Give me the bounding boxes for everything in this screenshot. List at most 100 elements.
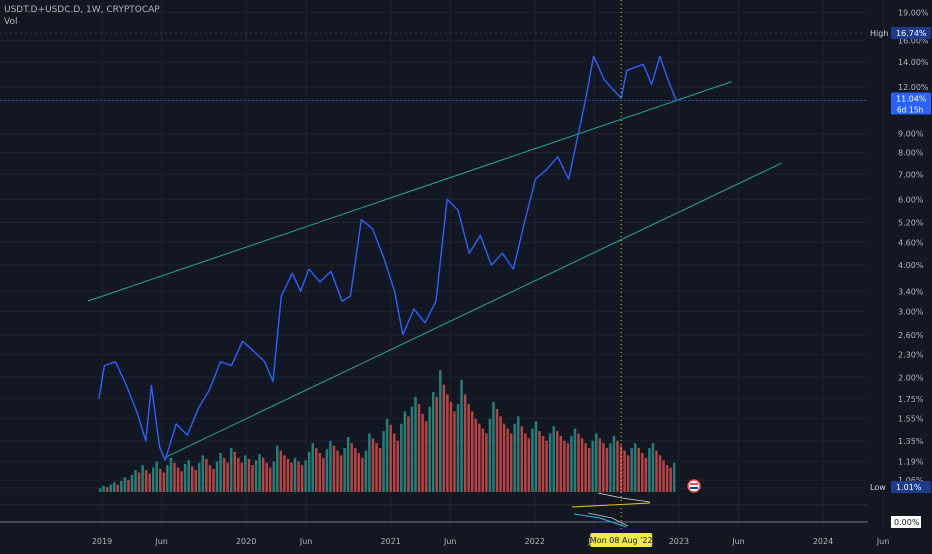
volume-bar — [265, 462, 268, 492]
x-tick-label: 2019 — [92, 537, 112, 546]
volume-bar — [396, 440, 400, 492]
us-flag-icon — [687, 479, 701, 493]
volume-bar — [591, 440, 594, 492]
volume-bar — [222, 457, 226, 492]
volume-bar — [254, 460, 258, 492]
volume-bar — [609, 443, 612, 492]
volume-bar — [414, 396, 417, 492]
x-tick-label: Jun — [154, 537, 168, 546]
volume-bar — [258, 454, 261, 492]
flag-stripe — [690, 483, 698, 485]
sub-line-yellow — [571, 502, 651, 508]
volume-bar — [152, 467, 155, 492]
last-value-badge: 11.04% — [891, 92, 931, 105]
volume-bar — [485, 433, 488, 492]
volume-bar — [162, 472, 166, 492]
volume-bar — [205, 459, 208, 492]
volume-bar — [339, 455, 343, 492]
volume-bar — [368, 433, 371, 492]
volume-bar — [566, 443, 570, 492]
volume-bar — [467, 404, 470, 492]
volume-bar — [286, 459, 290, 492]
volume-bar — [336, 450, 339, 492]
volume-bar — [641, 452, 644, 492]
volume-bar — [144, 470, 148, 492]
volume-bar — [672, 462, 676, 492]
volume-bar — [102, 485, 105, 492]
volume-bar — [463, 394, 467, 492]
x-tick-label: Jun — [876, 537, 890, 546]
y-tick-label: 16.00% — [898, 36, 929, 45]
volume-bar — [325, 449, 329, 492]
volume-bar — [148, 473, 151, 492]
sub-line-blue — [573, 513, 627, 528]
volume-bar — [198, 462, 201, 492]
volume-bar — [382, 431, 385, 492]
volume-bar — [446, 394, 449, 492]
countdown-text: 6d 15h — [897, 105, 923, 114]
y-tick-label: 4.60% — [898, 238, 924, 247]
y-tick-label: 12.00% — [898, 83, 929, 92]
volume-bar — [364, 450, 368, 492]
price-line — [98, 55, 678, 461]
volume-bar — [517, 416, 520, 492]
volume-bar — [669, 467, 672, 492]
volume-bar — [637, 448, 641, 492]
volume-bar — [602, 443, 605, 492]
volume-bar — [556, 431, 559, 492]
volume-bar — [424, 421, 428, 492]
volume-bar — [268, 467, 272, 492]
x-tick-label: 2020 — [236, 537, 256, 546]
volume-bar — [127, 479, 130, 492]
volume-bar — [431, 391, 435, 492]
volume-bar — [215, 461, 219, 492]
volume-bar — [633, 443, 637, 492]
volume-bar — [520, 426, 524, 492]
volume-bar — [658, 455, 662, 492]
volume-bar — [439, 370, 442, 492]
volume-bar — [279, 450, 283, 492]
volume-bar — [300, 465, 304, 492]
volume-bar — [655, 450, 658, 492]
volume-bar — [159, 468, 162, 492]
high-badge-value: 16.74% — [896, 29, 927, 38]
channel-line — [87, 81, 732, 302]
volume-bar — [559, 435, 563, 492]
volume-bar — [435, 396, 438, 492]
y-tick-label: 1.06% — [898, 476, 924, 485]
y-tick-label: 9.00% — [898, 130, 924, 139]
volume-bar — [456, 404, 460, 492]
volume-bar — [545, 440, 548, 492]
y-tick-label: 2.30% — [898, 351, 924, 360]
symbol-title: USDT.D+USDC.D, 1W, CRYPTOCAP — [4, 5, 160, 15]
volume-bar — [169, 457, 173, 492]
volume-bar — [428, 406, 431, 492]
volume-bar — [201, 455, 205, 492]
volume-bar — [449, 401, 453, 492]
crosshair-date-text: Mon 08 Aug '22 — [590, 536, 653, 545]
volume-bar — [329, 440, 332, 492]
volume-bar — [283, 455, 286, 492]
volume-bar — [495, 409, 499, 492]
volume-bar — [580, 438, 584, 492]
volume-bar — [113, 482, 116, 492]
volume-bar — [375, 443, 378, 492]
volume-bar — [644, 457, 648, 492]
y-tick-label: 8.00% — [898, 149, 924, 158]
volume-bar — [130, 474, 134, 492]
volume-bar — [123, 477, 127, 492]
sub-line-white — [597, 492, 651, 503]
volume-bar — [237, 457, 240, 492]
volume-bar — [346, 437, 350, 492]
volume-bar — [481, 428, 485, 492]
volume-bar — [417, 404, 421, 492]
volume-bar — [219, 452, 222, 492]
volume-bar — [665, 465, 669, 492]
volume-bar — [605, 448, 609, 492]
volume-bar — [293, 457, 297, 492]
volume-bar — [297, 461, 300, 492]
volume-bar — [392, 433, 396, 492]
volume-bar — [371, 438, 375, 492]
